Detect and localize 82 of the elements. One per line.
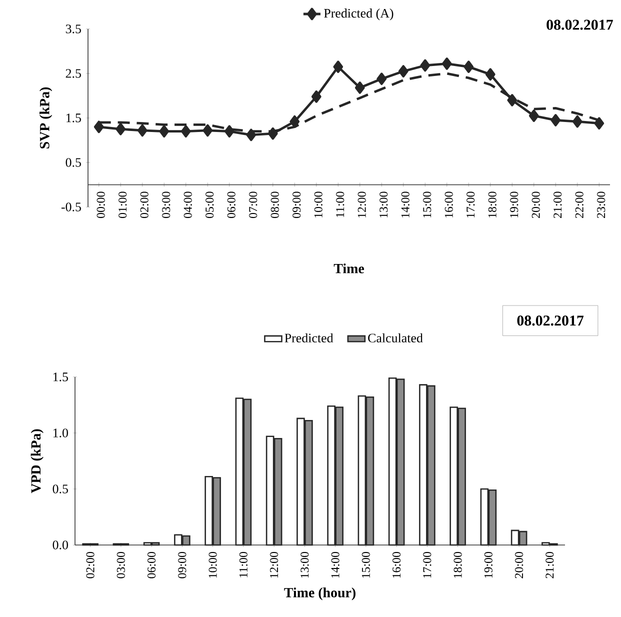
x-tick-label: 14:00 [401,192,410,218]
legend-label: Calculated [368,333,423,342]
x-tick-label: 17:00 [423,552,432,578]
y-tick-label: 0.5 [66,158,81,167]
point [420,59,430,72]
point [354,82,365,94]
point [180,125,191,138]
x-tick-label: 22:00 [575,192,584,218]
x-tick-label: 20:00 [515,552,524,578]
x-tick-label: 16:00 [392,552,401,578]
y-tick-label: 0.5 [52,484,68,494]
x-tick-label: 08:00 [270,192,279,218]
x-tick-label: 19:00 [510,192,518,218]
x-axis-title: Time (hour) [284,588,356,600]
point [507,94,518,106]
point [311,90,322,103]
y-tick-label: 1.5 [66,114,81,122]
x-tick-label: 13:00 [300,552,309,578]
point [94,120,104,134]
x-axis-title: Time [334,263,364,274]
x-tick-label: 05:00 [206,192,214,218]
point [116,122,126,136]
chart-title: 08.02.2017 [546,20,613,30]
x-tick-label: 20:00 [532,192,540,218]
point [137,124,148,137]
x-tick-label: 12:00 [358,192,366,218]
point [333,60,344,73]
x-tick-label: 18:00 [454,552,462,578]
y-tick-label: -0.5 [61,202,81,212]
x-tick-label: 03:00 [162,192,170,218]
y-tick-label: 3.5 [66,24,81,34]
x-tick-label: 01:00 [118,192,127,218]
x-tick-label: 14:00 [331,552,340,578]
point [159,125,170,138]
x-tick-label: 10:00 [314,192,322,218]
x-tick-label: 04:00 [184,192,192,218]
x-tick-label: 03:00 [116,552,126,578]
y-tick-label: 1.5 [53,372,68,382]
point [485,68,496,81]
y-tick-label: 1.0 [53,428,68,438]
x-tick-label: 18:00 [488,192,496,218]
x-tick-label: 09:00 [292,192,301,218]
x-tick-label: 11:00 [336,192,344,217]
x-tick-label: 17:00 [466,192,475,218]
x-tick-label: 23:00 [597,192,606,218]
point [202,124,213,137]
x-tick-label: 12:00 [270,552,278,578]
point [268,127,278,140]
point [246,128,256,142]
legend-label: Predicted (A) [324,8,394,20]
point [290,115,300,128]
point [572,115,582,128]
x-tick-label: 15:00 [423,192,432,218]
x-tick-label: 00:00 [96,192,105,218]
x-tick-label: 07:00 [249,192,258,218]
point [550,114,561,126]
x-tick-label: 09:00 [178,552,186,578]
point [224,125,234,138]
x-tick-label: 21:00 [554,192,562,218]
x-tick-label: 06:00 [148,552,156,578]
point [464,60,474,73]
point [594,117,604,130]
point [442,58,452,70]
y-axis-title: SVP (kPa) [40,87,52,148]
point [376,72,387,86]
y-axis-title: VPD (kPa) [30,429,44,494]
point [528,110,539,122]
x-tick-label: 15:00 [362,552,370,578]
x-tick-label: 16:00 [444,192,453,218]
x-tick-label: 10:00 [208,552,217,578]
legend-label: Predicted [284,333,334,342]
x-tick-label: 13:00 [380,192,388,218]
y-tick-label: 2.5 [66,69,81,78]
x-tick-label: 02:00 [86,552,94,578]
x-tick-label: 21:00 [546,552,554,578]
point [398,65,408,78]
x-tick-label: 11:00 [239,552,248,578]
y-tick-label: 0.0 [52,540,68,550]
x-tick-label: 02:00 [140,192,148,218]
x-tick-label: 06:00 [227,192,236,218]
chart-title: 08.02.2017 [517,316,584,326]
x-tick-label: 19:00 [484,552,493,578]
